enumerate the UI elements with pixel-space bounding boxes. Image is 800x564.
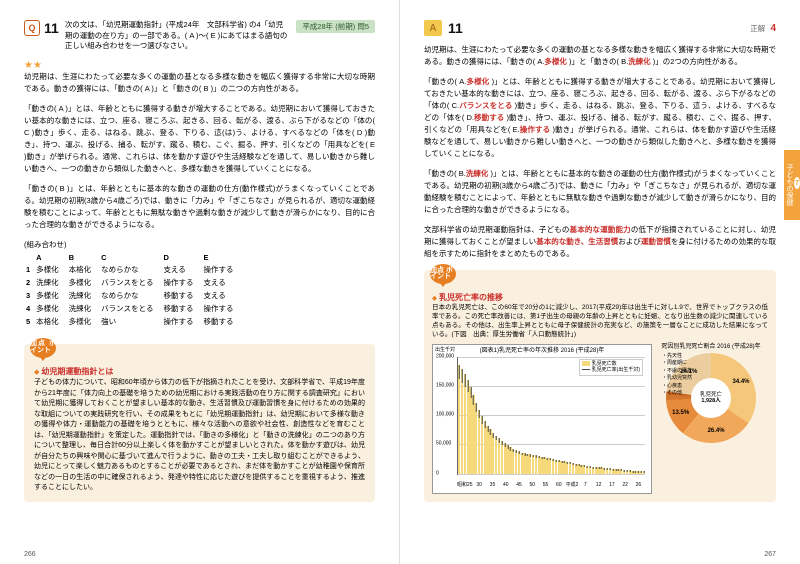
q-icon: Q — [24, 20, 40, 36]
bar-legend: 乳児死亡数乳児死亡率(出生千対) — [579, 359, 643, 376]
point-badge-icon: 加点 ポイント — [30, 338, 56, 358]
pie-chart: ・先天性・周産期に・不慮の事故・乳幼児突然・心疾患・その他 乳児死亡 1,928… — [666, 353, 756, 443]
combo-label: (組み合わせ) — [24, 239, 375, 250]
combo-table: ABCDE 1多様化本格化なめらかな支える操作する2洗練化多様化バランスをとる操… — [24, 252, 244, 328]
answer-body-1: 幼児期は、生涯にわたって必要な多くの運動の基となる多様な動きを幅広く獲得する非常… — [424, 44, 776, 68]
chart-bullet-icon: ◆ — [432, 295, 437, 302]
question-header: Q 11 次の文は、「幼児期運動指針」(平成24年 文部科学省) の4「幼児期の… — [24, 20, 375, 52]
point-body: 子どもの体力について、昭和60年頃から体力の低下が指摘されたことを受け、文部科学… — [34, 378, 365, 494]
question-body-1: 幼児期は、生涯にわたって必要な多くの運動の基となる多様な動きを幅広く獲得する非常… — [24, 71, 375, 95]
bar-chart-title: (図表1)乳児死亡率の年次推移 2016 (平成28)年 — [476, 347, 609, 355]
answer-body-3: 「動きの( B.洗練化 )」とは、年齢とともに基本的な動きの運動の仕方(動作様式… — [424, 168, 776, 216]
difficulty-stars: ★★ — [24, 60, 375, 71]
left-page: Q 11 次の文は、「幼児期運動指針」(平成24年 文部科学省) の4「幼児期の… — [0, 0, 400, 564]
point-bullet-icon: ◆ — [34, 369, 39, 376]
summary-text: 文部科学省の幼児期運動指針は、子どもの基本的な運動能力の低下が指摘されていること… — [424, 224, 776, 260]
exam-badge: 平成28年 (前期) 問5 — [296, 20, 375, 33]
question-body-3: 「動きの( B )」とは、年齢とともに基本的な動きの運動の仕方(動作様式)がうま… — [24, 183, 375, 231]
question-body-2: 「動きの( A )」とは、年齢とともに獲得する動きが増大することである。幼児期に… — [24, 103, 375, 175]
bar-chart: (図表1)乳児死亡率の年次推移 2016 (平成28)年 出生千対 050,00… — [432, 344, 652, 494]
chart-badge-icon: 加点 ポイント — [430, 264, 456, 284]
chart-box: 加点 ポイント ◆乳児死亡率の推移 日本の乳児死亡は、この60年で20分の1に減… — [424, 270, 776, 502]
pie-chart-wrap: 死因別乳児死亡割合 2016 (平成28)年 ・先天性・周産期に・不慮の事故・乳… — [656, 344, 766, 443]
question-number: 11 — [44, 20, 59, 36]
correct-answer: 正解 4 — [750, 23, 776, 34]
pie-title: 死因別乳児死亡割合 2016 (平成28)年 — [656, 344, 766, 351]
right-page: A 11 正解 4 幼児期は、生涯にわたって必要な多くの運動の基となる多様な動き… — [400, 0, 800, 564]
chapter-label: 子どもの保健 — [784, 164, 794, 206]
answer-body-2: 「動きの( A.多様化 )」とは、年齢とともに獲得する動きが増大することである。… — [424, 76, 776, 160]
point-title: 幼児期運動指針とは — [41, 367, 113, 376]
chapter-tab: 7 子どもの保健 — [784, 150, 800, 220]
question-badge: Q 11 — [24, 20, 59, 36]
page-number-right: 267 — [764, 551, 776, 558]
page-number-left: 266 — [24, 551, 36, 558]
chart-title: 乳児死亡率の推移 — [439, 293, 503, 302]
a-icon: A — [424, 20, 442, 36]
pie-center: 乳児死亡 1,928人 — [691, 378, 731, 418]
two-page-spread: Q 11 次の文は、「幼児期運動指針」(平成24年 文部科学省) の4「幼児期の… — [0, 0, 800, 564]
chart-desc: 日本の乳児死亡は、この60年で20分の1に減少し、2017(平成29)年は出生千… — [432, 303, 768, 339]
answer-number: 11 — [448, 20, 463, 36]
question-prompt: 次の文は、「幼児期運動指針」(平成24年 文部科学省) の4「幼児期の運動の在り… — [65, 20, 291, 52]
answer-header: A 11 正解 4 — [424, 20, 776, 36]
chapter-number: 7 — [794, 177, 800, 189]
point-box-left: 加点 ポイント ◆幼児期運動指針とは 子どもの体力について、昭和60年頃から体力… — [24, 344, 375, 502]
chart-area: (図表1)乳児死亡率の年次推移 2016 (平成28)年 出生千対 050,00… — [432, 344, 768, 494]
